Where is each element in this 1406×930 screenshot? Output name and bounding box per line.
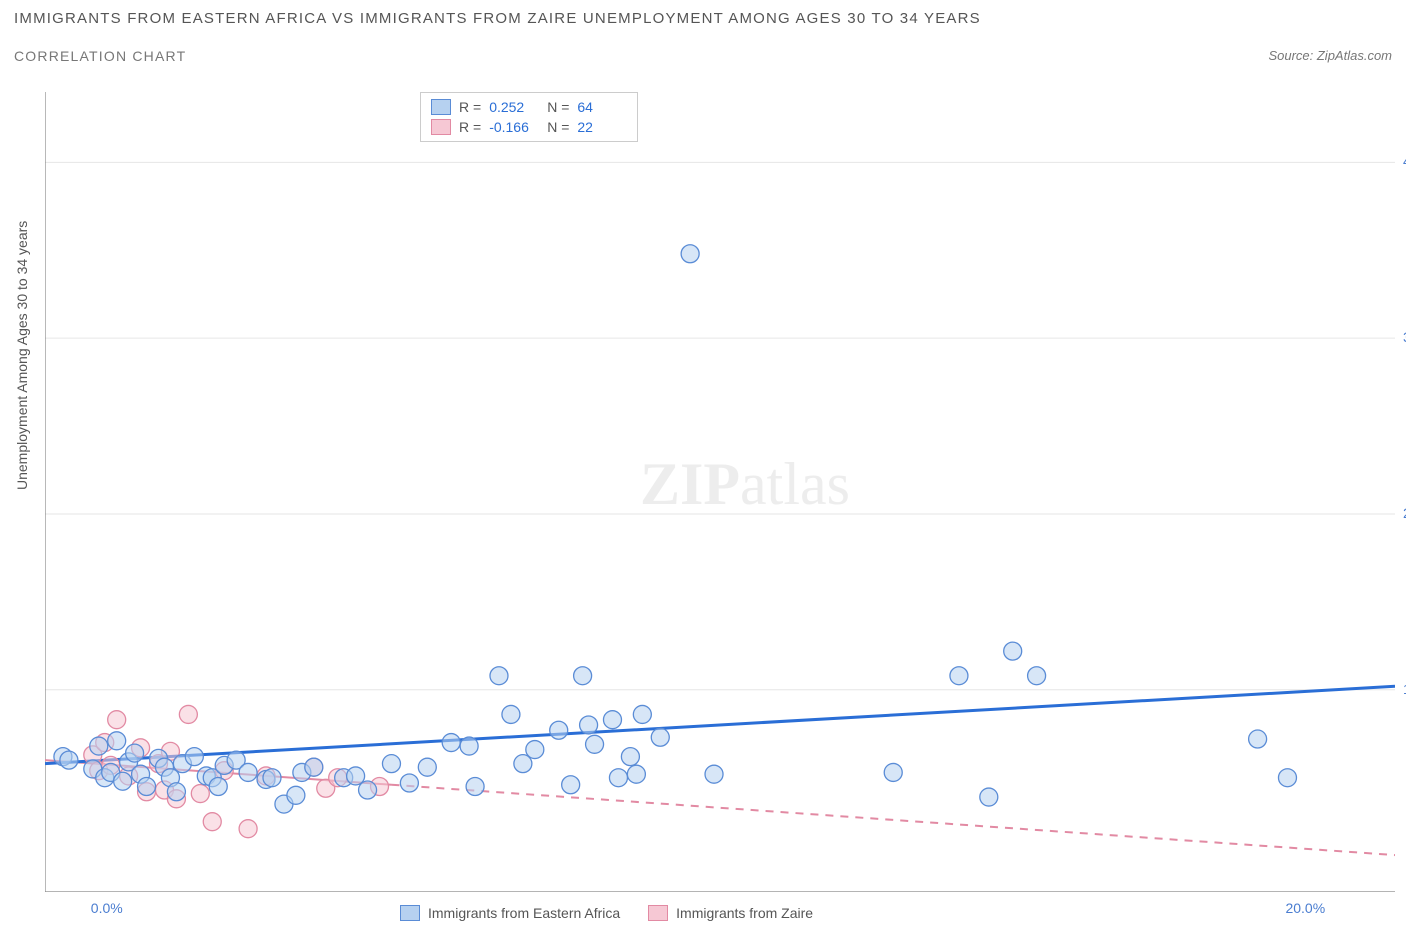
r-value: 0.252	[489, 99, 539, 115]
stats-legend-row-1: R = 0.252 N = 64	[431, 97, 627, 117]
series2-label: Immigrants from Zaire	[676, 905, 813, 921]
n-label: N =	[547, 99, 569, 115]
series2-swatch	[431, 119, 451, 135]
series2-swatch	[648, 905, 668, 921]
chart-subtitle: CORRELATION CHART	[14, 48, 186, 64]
series-legend-item-1: Immigrants from Eastern Africa	[400, 905, 620, 921]
x-tick-label: 20.0%	[1285, 900, 1325, 916]
n-value: 64	[577, 99, 627, 115]
n-label: N =	[547, 119, 569, 135]
source-attribution: Source: ZipAtlas.com	[1268, 48, 1392, 63]
scatter-plot	[45, 92, 1395, 892]
series1-swatch	[431, 99, 451, 115]
r-value: -0.166	[489, 119, 539, 135]
series-legend: Immigrants from Eastern Africa Immigrant…	[400, 905, 813, 921]
n-value: 22	[577, 119, 627, 135]
y-axis-label: Unemployment Among Ages 30 to 34 years	[14, 221, 30, 490]
series1-swatch	[400, 905, 420, 921]
stats-legend: R = 0.252 N = 64 R = -0.166 N = 22	[420, 92, 638, 142]
x-tick-label: 0.0%	[91, 900, 123, 916]
r-label: R =	[459, 119, 481, 135]
series-legend-item-2: Immigrants from Zaire	[648, 905, 813, 921]
plot-container	[45, 92, 1395, 892]
series1-label: Immigrants from Eastern Africa	[428, 905, 620, 921]
chart-title: IMMIGRANTS FROM EASTERN AFRICA VS IMMIGR…	[14, 10, 981, 27]
stats-legend-row-2: R = -0.166 N = 22	[431, 117, 627, 137]
r-label: R =	[459, 99, 481, 115]
